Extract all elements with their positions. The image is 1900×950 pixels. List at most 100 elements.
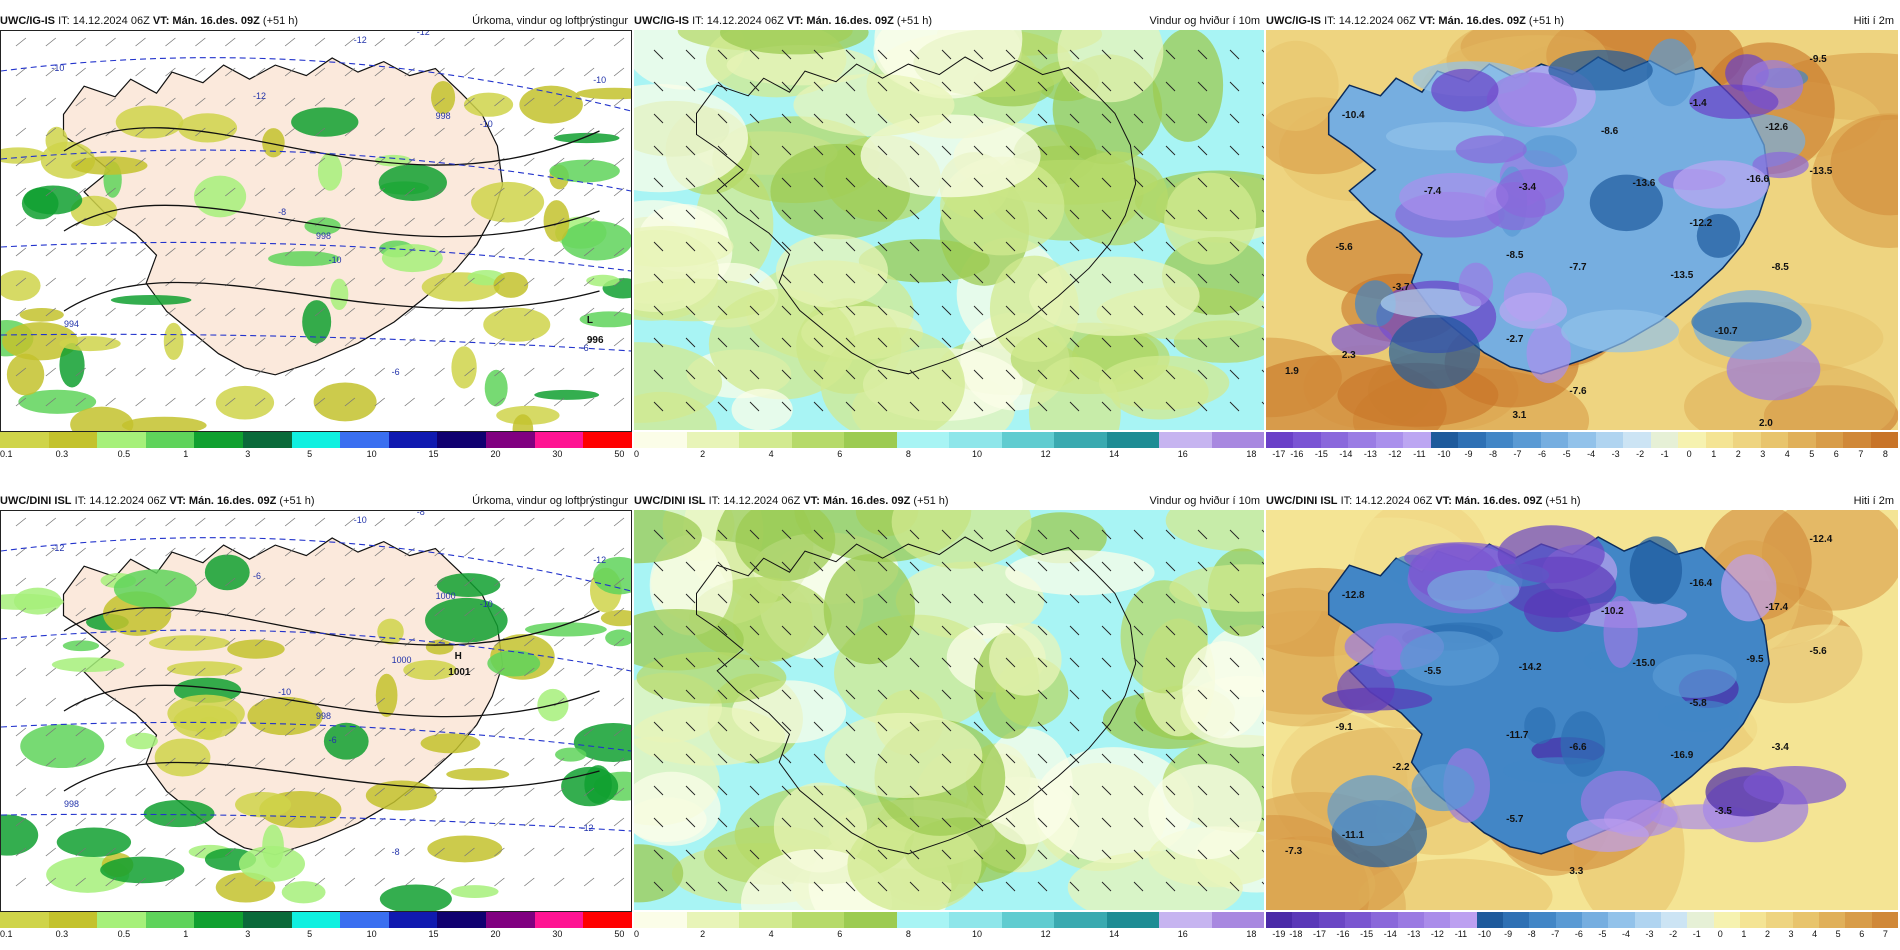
- wind-barb: [105, 337, 116, 347]
- wind-speed-area: [793, 73, 955, 137]
- wind-arrow: [717, 81, 728, 92]
- wind-barb: [105, 577, 116, 587]
- wind-arrow: [973, 273, 984, 284]
- temperature-area: [1524, 707, 1556, 745]
- wind-barb: [524, 847, 535, 857]
- wind-barb: [284, 247, 296, 257]
- wind-arrow: [749, 113, 760, 124]
- wind-arrow: [1037, 305, 1048, 316]
- wind-arrow: [1261, 369, 1264, 373]
- wind-barb: [464, 37, 475, 47]
- temperature-value-label: -13.5: [1670, 270, 1693, 281]
- wind-barb: [75, 37, 86, 47]
- wind-arrow: [717, 241, 728, 252]
- wind-arrow: [1133, 721, 1144, 732]
- wind-barb: [15, 277, 27, 287]
- wind-arrow: [781, 785, 792, 796]
- precip-cell: [163, 322, 184, 361]
- wind-arrow: [1037, 785, 1048, 796]
- wind-arrow: [941, 529, 952, 540]
- wind-barb: [314, 187, 326, 197]
- colorbar-segment: [1320, 432, 1349, 448]
- wind-barb: [15, 157, 27, 167]
- wind-arrow: [1101, 593, 1112, 604]
- wind-barb: [434, 67, 445, 77]
- wind-barb: [284, 517, 296, 527]
- wind-arrow: [749, 305, 760, 316]
- wind-arrow: [1005, 305, 1016, 316]
- wind-arrow: [1069, 529, 1080, 540]
- wind-arrow: [845, 753, 856, 764]
- wind-arrow: [1069, 113, 1080, 124]
- wind-barb: [553, 757, 565, 767]
- wind-arrow: [1261, 305, 1264, 309]
- wind-arrow: [1037, 753, 1048, 764]
- wind-barb: [494, 187, 505, 197]
- wind-arrow: [941, 593, 952, 604]
- wind-arrow: [685, 785, 696, 796]
- wind-arrow: [781, 657, 792, 668]
- precip-cell: [450, 885, 499, 899]
- wind-barb: [613, 37, 625, 47]
- wind-arrow: [941, 849, 952, 860]
- wind-barb: [254, 67, 266, 77]
- wind-barb: [195, 217, 206, 227]
- colorbar-segment: [1818, 912, 1846, 928]
- wind-barb: [374, 127, 386, 137]
- wind-arrow: [973, 753, 984, 764]
- wind-barb: [404, 697, 415, 707]
- isobar-line: [63, 281, 600, 312]
- wind-barb: [344, 667, 356, 677]
- wind-arrow: [877, 401, 888, 412]
- wind-barb: [314, 97, 326, 107]
- wind-arrow: [1133, 145, 1144, 156]
- wind-barb: [524, 727, 535, 737]
- wind-arrow: [653, 689, 664, 700]
- wind-arrow: [813, 81, 824, 92]
- wind-barb: [284, 727, 296, 737]
- panel-title: UWC/IG-IS IT: 14.12.2024 06Z VT: Mán. 16…: [0, 15, 298, 27]
- wind-arrow: [845, 241, 856, 252]
- wind-barb: [613, 157, 625, 167]
- wind-barb: [553, 817, 565, 827]
- wind-barb: [314, 337, 326, 347]
- wind-barb: [434, 847, 445, 857]
- wind-barb: [344, 757, 356, 767]
- wind-arrow: [1165, 657, 1176, 668]
- colorbar-segment: [0, 432, 49, 448]
- wind-barb: [135, 637, 146, 647]
- colorbar-tick-label: -17: [1312, 929, 1326, 939]
- wind-barb: [284, 97, 296, 107]
- colorbar-segment: [1001, 432, 1054, 448]
- temperature-area: [1486, 72, 1577, 128]
- temperature-contour-label: -12: [253, 91, 266, 101]
- temperature-value-label: -10.7: [1715, 326, 1738, 337]
- wind-arrow: [1069, 689, 1080, 700]
- wind-barb: [524, 547, 535, 557]
- wind-arrow: [1005, 625, 1016, 636]
- wind-barb: [344, 847, 356, 857]
- wind-barb: [583, 787, 595, 797]
- precip-cell: [6, 353, 45, 396]
- colorbar-segment: [1529, 912, 1556, 928]
- wind-arrow: [1133, 273, 1144, 284]
- colorbar-tick-label: 0: [634, 929, 640, 939]
- colorbar-segment: [1870, 432, 1899, 448]
- colorbar-tick-label: -1: [1692, 929, 1701, 939]
- wind-barb: [464, 367, 475, 377]
- temperature-value-label: -13.5: [1810, 166, 1833, 177]
- temperature-value-label: -15.0: [1633, 658, 1656, 669]
- wind-barb: [344, 637, 356, 647]
- colorbar-segment: [1106, 432, 1159, 448]
- temperature-value-label: -5.7: [1506, 814, 1524, 825]
- wind-barb: [75, 187, 86, 197]
- wind-arrow: [685, 145, 696, 156]
- wind-arrow: [1005, 721, 1016, 732]
- wind-barb: [314, 757, 326, 767]
- wind-arrow: [813, 177, 824, 188]
- precip-cell: [235, 791, 292, 818]
- wind-arrow: [1101, 625, 1112, 636]
- temperature-value-label: -3.4: [1772, 742, 1790, 753]
- temperature-contour-label: -6: [581, 343, 589, 353]
- map-panel-p3: UWC/IG-IS IT: 14.12.2024 06Z VT: Mán. 16…: [1266, 0, 1899, 460]
